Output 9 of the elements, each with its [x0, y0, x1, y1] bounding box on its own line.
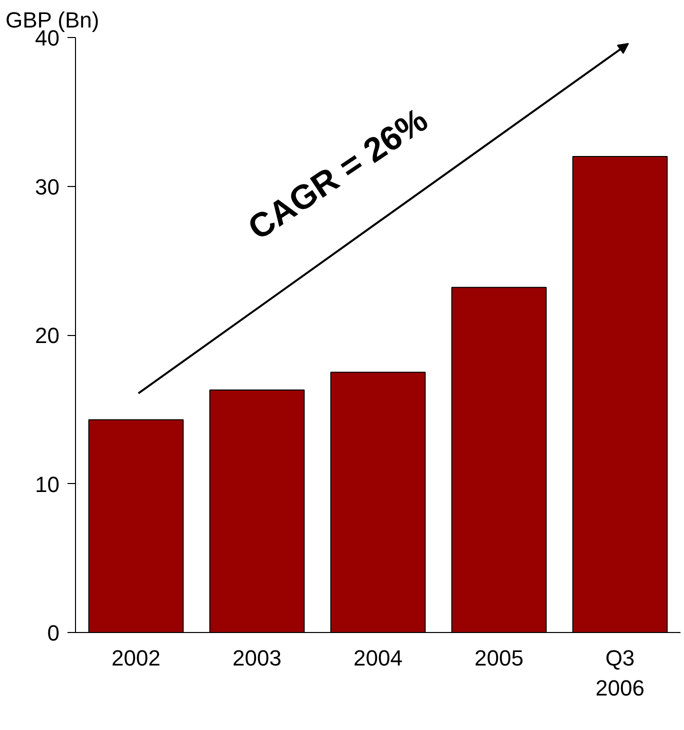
x-tick-label: Q3 2006	[596, 646, 644, 700]
y-tick-label: 20	[35, 323, 60, 348]
y-tick-label: 0	[47, 620, 60, 646]
x-tick-label: 2004	[354, 646, 402, 670]
y-tick-label: 10	[35, 472, 60, 497]
x-tick-label: 2002	[112, 646, 160, 670]
y-tick-label: 30	[35, 174, 60, 200]
x-tick-label: 2003	[232, 646, 282, 670]
x-tick-label: 2005	[474, 646, 524, 670]
